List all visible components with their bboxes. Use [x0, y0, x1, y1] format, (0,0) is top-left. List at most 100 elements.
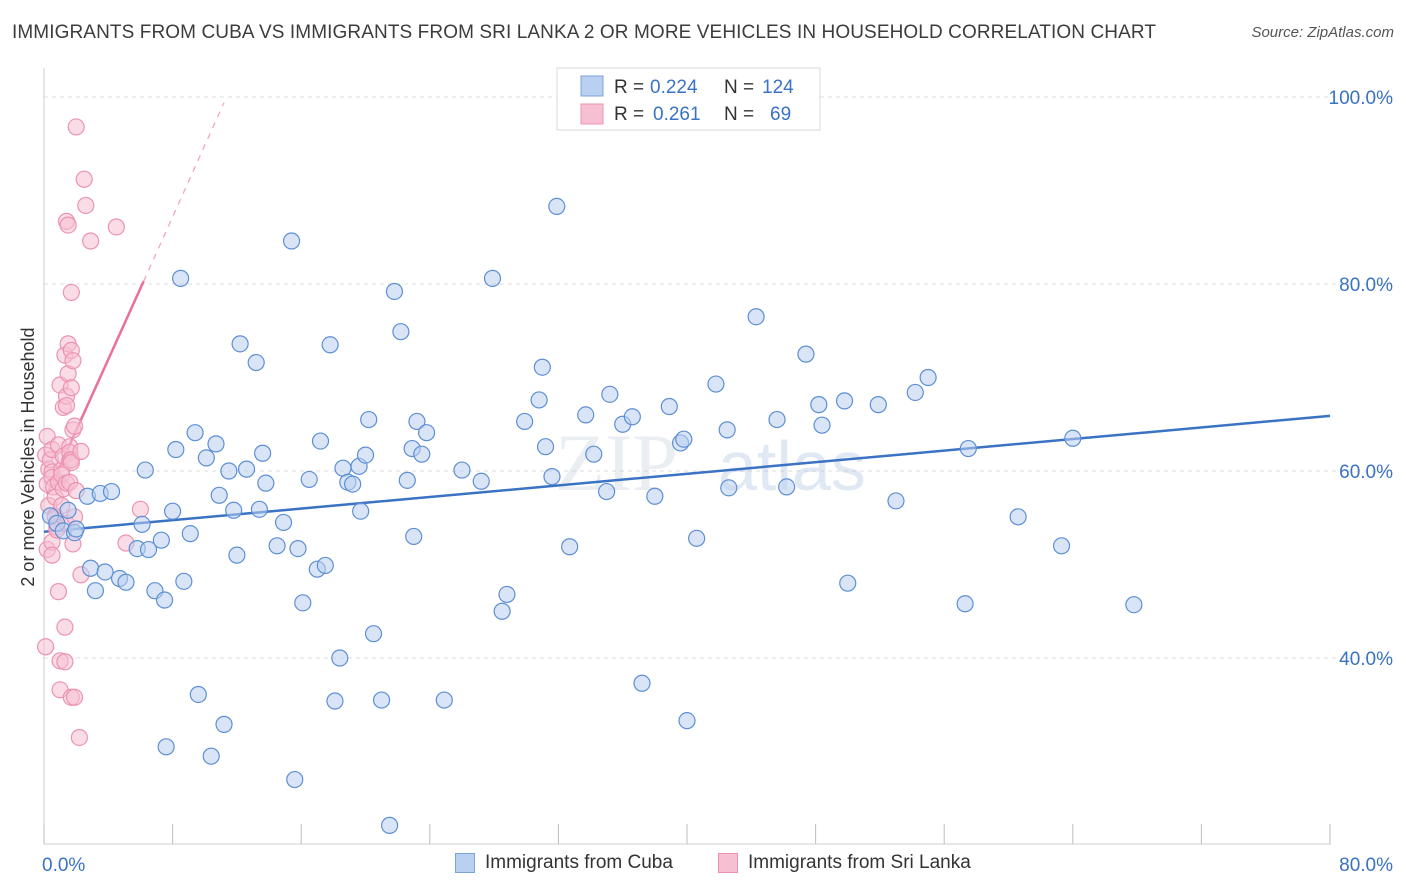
cuba-point [813, 416, 831, 434]
y-tick-label: 40.0% [1339, 649, 1393, 670]
bottom-legend-label-cuba: Immigrants from Cuba [485, 852, 673, 873]
bottom-legend: Immigrants from Cuba Immigrants from Sri… [0, 852, 1406, 878]
gridlines [44, 96, 1392, 659]
cuba-point [810, 396, 828, 414]
cuba-point [720, 479, 738, 497]
srilanka-point [67, 118, 85, 136]
cuba-point [157, 738, 175, 756]
cuba-point [835, 392, 854, 410]
legend-r-value-srilanka: 0.261 [653, 104, 701, 125]
cuba-point [516, 412, 534, 431]
cuba-point [601, 385, 619, 403]
cuba-point [133, 515, 151, 533]
cuba-point [102, 482, 121, 501]
cuba-point [453, 461, 471, 479]
cuba-point [326, 692, 344, 710]
legend-r-label-cuba: R = [614, 77, 644, 98]
legend-n-label-srilanka: N = [724, 104, 754, 125]
cuba-point [86, 582, 105, 600]
cuba-point [533, 358, 551, 376]
cuba-point [167, 440, 185, 459]
srilanka-point [70, 728, 88, 747]
srilanka-point [107, 218, 125, 236]
y-tick-label: 60.0% [1339, 462, 1393, 483]
cuba-point [237, 460, 256, 478]
cuba-point [175, 572, 193, 590]
cuba-point [561, 538, 579, 556]
y-tick-label: 80.0% [1339, 275, 1393, 296]
bottom-legend-label-srilanka: Immigrants from Sri Lanka [748, 852, 971, 873]
cuba-point [536, 438, 555, 456]
srilanka-point [65, 417, 84, 435]
cuba-point [247, 353, 265, 372]
cuba-point [493, 602, 511, 620]
cuba-point [274, 513, 293, 532]
cuba-point [82, 559, 100, 577]
cuba-point [678, 712, 696, 730]
cuba-point [311, 432, 330, 450]
cuba-point [344, 475, 362, 493]
cuba-point [623, 408, 641, 426]
cuba-point [688, 529, 706, 547]
legend-swatch-cuba [580, 75, 604, 97]
cuba-point [220, 462, 238, 480]
cuba-point [202, 747, 220, 765]
x-tick-label: 0.0% [42, 855, 85, 876]
cuba-point [405, 527, 423, 546]
cuba-point [530, 391, 548, 409]
cuba-point [356, 446, 375, 464]
cuba-point [498, 585, 516, 604]
cuba-point [869, 396, 887, 414]
cuba-point [372, 691, 391, 709]
cuba-point [381, 816, 399, 834]
cuba-point [300, 470, 318, 489]
srilanka-point [62, 379, 80, 397]
cuba-point [172, 269, 190, 287]
cuba-point [360, 410, 378, 429]
cuba-points [41, 197, 1143, 834]
cuba-point [155, 591, 174, 609]
trend-lines [43, 102, 1331, 534]
legend-swatch-srilanka [580, 103, 604, 125]
cuba-point [646, 487, 664, 505]
cuba-point [1125, 596, 1143, 614]
srilanka-point [131, 500, 150, 518]
srilanka-point [49, 583, 68, 601]
srilanka-point [75, 170, 93, 188]
legend-n-value-cuba: 124 [762, 77, 794, 98]
cuba-point [959, 439, 977, 458]
tick-labels: 40.0% 60.0% 80.0% 100.0% 0.0% 80.0% [42, 88, 1393, 876]
srilanka-point [43, 546, 61, 564]
cuba-point [117, 573, 135, 591]
cuba-point [392, 323, 410, 341]
cuba-point [96, 563, 114, 581]
cuba-point [282, 232, 301, 250]
cuba-point [225, 501, 243, 519]
cuba-point [919, 368, 937, 387]
cuba-point [797, 345, 815, 363]
cuba-point [408, 412, 426, 431]
legend: R = 0.224 N = 124 R = 0.261 N = 69 [556, 67, 821, 131]
cuba-point [956, 595, 974, 613]
cuba-point [887, 492, 905, 510]
cuba-point [548, 197, 566, 215]
cuba-point [483, 269, 502, 287]
legend-r-value-cuba: 0.224 [650, 77, 698, 98]
srilanka-point [56, 618, 74, 636]
cuba-point [472, 472, 490, 490]
cuba-point [268, 537, 286, 555]
srilanka-point [72, 442, 90, 460]
cuba-point [210, 486, 228, 504]
srilanka-point [56, 653, 74, 671]
cuba-point [186, 424, 204, 442]
cuba-point [435, 691, 453, 709]
cuba-point [189, 685, 207, 704]
cuba-point [598, 482, 616, 501]
cuba-point [747, 308, 765, 326]
cuba-point [718, 421, 736, 439]
x-tick-label: 80.0% [1339, 855, 1393, 876]
legend-n-value-srilanka: 69 [770, 104, 791, 125]
cuba-point [1052, 537, 1071, 555]
cuba-point [1064, 429, 1082, 447]
